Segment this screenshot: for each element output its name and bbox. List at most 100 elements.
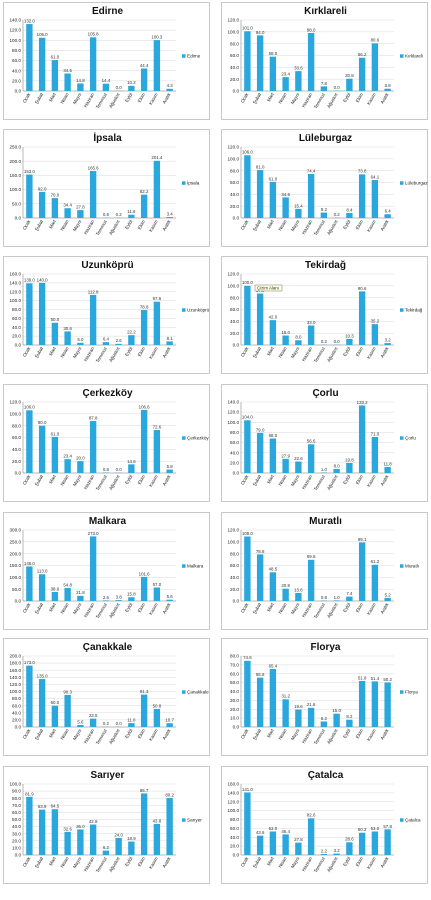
data-label: 30.6 <box>63 326 72 331</box>
y-tick-label: 80.0 <box>230 654 239 659</box>
bar-chart: Uzunköprü 0.0 20.0 40.0 60.0 80.0 100.0 120.0 14… <box>10 260 210 364</box>
data-label: 3.2 <box>334 848 341 853</box>
bar <box>244 285 251 345</box>
chart-panel: Çatalca 0.0 20.0 40.0 60.0 80.0 100.0 120.0 140.… <box>221 766 428 884</box>
x-tick-label: Temmuz <box>95 473 108 491</box>
y-tick-label: 100.0 <box>228 156 240 161</box>
bar <box>307 33 315 91</box>
bar <box>64 208 71 218</box>
bar <box>115 600 122 601</box>
chart-title: Çanakkale <box>83 642 133 653</box>
x-tick-label: Şubat <box>252 473 263 487</box>
bar <box>77 829 84 855</box>
data-label: 56.2 <box>358 52 367 57</box>
bar <box>295 709 302 727</box>
legend-entry: Tekirdağ <box>405 308 423 313</box>
y-tick-label: 20.0 <box>12 718 21 723</box>
y-tick-label: 80.0 <box>230 168 239 173</box>
x-tick-label: Haziran <box>83 92 95 109</box>
data-label: 146.0 <box>24 561 36 566</box>
bar <box>89 421 97 473</box>
chart-title: Çerkezköy <box>82 388 132 399</box>
x-tick-label: Kasım <box>148 92 159 106</box>
data-label: 94.0 <box>256 30 265 35</box>
data-label: 0.8 <box>321 595 328 600</box>
bar-chart: Edirne 0.0 20.0 40.0 60.0 80.0 100.0 120.0 140.0… <box>10 6 201 110</box>
x-tick-label: Mart <box>266 345 275 356</box>
x-tick-label: Temmuz <box>313 601 326 619</box>
y-tick-label: 80.0 <box>12 307 21 312</box>
data-label: 5.6 <box>77 719 84 724</box>
bar <box>153 430 161 473</box>
y-tick-label: 20.0 <box>12 334 21 339</box>
chart-title: İpsala <box>93 131 122 144</box>
bar <box>64 331 71 345</box>
x-tick-label: Temmuz <box>313 727 326 745</box>
y-tick-label: 40.0 <box>12 447 21 452</box>
bar <box>371 180 379 218</box>
data-label: 0.0 <box>116 85 123 90</box>
legend-entry: İpsala <box>187 180 200 186</box>
x-tick-label: Nisan <box>277 728 287 741</box>
x-tick-label: Mart <box>48 727 57 738</box>
y-tick-label: 40.0 <box>230 450 239 455</box>
bar <box>102 850 110 855</box>
x-tick-label: Mart <box>266 218 275 229</box>
data-label: 18.9 <box>127 836 136 841</box>
y-tick-label: 80.0 <box>230 817 239 822</box>
bar <box>295 842 302 855</box>
bar <box>153 160 161 218</box>
x-tick-label: Aralık <box>161 218 172 231</box>
bar <box>140 68 148 91</box>
data-label: 73.8 <box>358 169 367 174</box>
bar <box>371 831 379 855</box>
x-tick-label: Ağustos <box>326 855 339 872</box>
data-label: 5.6 <box>167 594 174 599</box>
data-label: 0.0 <box>334 339 341 344</box>
chart-panel: Malkara 0.0 50.0 100.0 150.0 200.0 250.0 300.0 1… <box>3 512 210 630</box>
bar <box>295 208 302 218</box>
legend-swatch <box>182 690 186 694</box>
x-tick-label: Şubat <box>252 727 263 741</box>
x-tick-label: Aralık <box>379 218 390 231</box>
data-label: 43.6 <box>256 830 265 835</box>
data-label: 8.0 <box>334 463 341 468</box>
data-label: 32.6 <box>63 826 72 831</box>
bar <box>38 425 46 473</box>
y-tick-label: 120.0 <box>228 272 240 277</box>
data-label: 16.0 <box>281 330 290 335</box>
x-tick-label: Eylül <box>124 602 133 613</box>
bar-chart: İpsala 0.0 50.0 100.0 150.0 200.0 250.0 153.0 Oc… <box>10 131 200 237</box>
data-label: 100.0 <box>242 280 254 285</box>
x-tick-label: Şubat <box>34 473 45 487</box>
data-label: 3.8 <box>116 595 123 600</box>
data-label: 2.6 <box>103 595 110 600</box>
x-tick-label: Mayıs <box>72 91 83 105</box>
bar <box>384 343 391 345</box>
data-label: 101.6 <box>139 571 151 576</box>
y-tick-label: 40.0 <box>230 192 239 197</box>
data-label: 113.0 <box>37 569 48 574</box>
data-label: 97.6 <box>153 296 162 301</box>
y-tick-label: 60.0 <box>230 307 239 312</box>
x-tick-label: Ağustos <box>108 727 121 744</box>
data-label: 50.0 <box>51 317 60 322</box>
data-label: 133.2 <box>357 400 369 405</box>
x-tick-label: Aralık <box>379 727 390 740</box>
x-tick-label: Eylül <box>342 219 351 230</box>
y-tick-label: 20.0 <box>230 707 239 712</box>
bar <box>320 472 328 473</box>
y-tick-label: 200.0 <box>10 654 22 659</box>
data-label: 8.2 <box>346 714 353 719</box>
x-tick-label: Mayıs <box>290 727 301 741</box>
data-label: 91.3 <box>140 689 149 694</box>
legend-entry: Edirne <box>187 54 201 59</box>
data-label: 90.6 <box>358 286 367 291</box>
bar <box>295 71 302 91</box>
data-label: 141.0 <box>242 787 254 792</box>
bar <box>358 57 366 91</box>
bar <box>153 823 161 855</box>
bar <box>307 559 315 601</box>
bar-chart: Muratlı 0.0 20.0 40.0 60.0 80.0 100.0 120.0109.… <box>228 516 420 620</box>
x-tick-label: Mayıs <box>72 601 83 615</box>
